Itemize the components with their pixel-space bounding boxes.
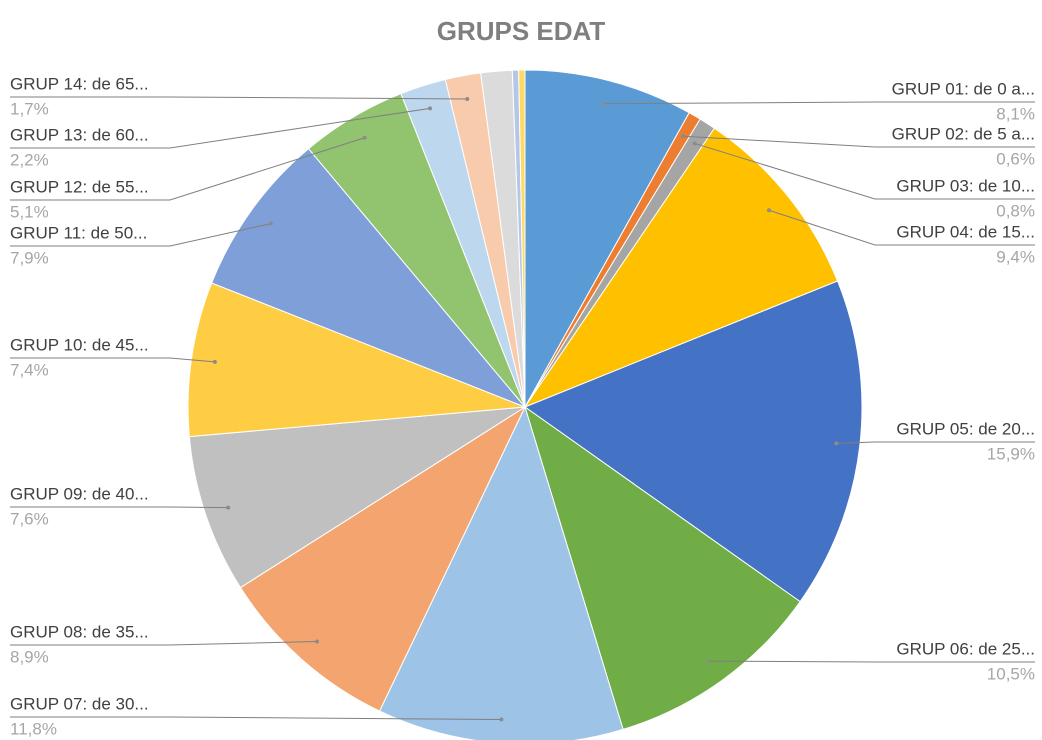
leader-line xyxy=(10,96,468,100)
slice-value: 0,8% xyxy=(996,201,1035,220)
leader-dot xyxy=(315,639,320,644)
slice-label: GRUP 12: de 55... xyxy=(10,177,149,196)
leader-line xyxy=(836,441,1035,444)
slice-value: 7,9% xyxy=(10,248,49,267)
slice-label: GRUP 05: de 20... xyxy=(896,419,1035,438)
pie-slice xyxy=(523,280,863,603)
slice-value: 2,2% xyxy=(10,150,49,169)
leader-line xyxy=(694,142,1035,200)
leader-line xyxy=(10,223,271,247)
slice-value: 8,1% xyxy=(996,104,1035,123)
leader-dot xyxy=(834,441,839,446)
slice-value: 8,9% xyxy=(10,647,49,666)
slice-label: GRUP 03: de 10... xyxy=(896,176,1035,195)
leader-dot xyxy=(499,717,504,722)
pie-slice xyxy=(239,405,527,712)
leader-line xyxy=(10,137,365,201)
pie-slice xyxy=(523,127,839,409)
slice-label: GRUP 07: de 30... xyxy=(10,694,149,713)
slice-value: 1,7% xyxy=(10,99,49,118)
slice-value: 11,8% xyxy=(10,719,57,738)
slice-value: 9,4% xyxy=(996,247,1035,266)
pie-slice xyxy=(378,405,624,740)
leader-line xyxy=(682,135,1035,148)
slice-value: 10,5% xyxy=(987,664,1035,683)
slice-label: GRUP 09: de 40... xyxy=(10,484,149,503)
slice-label: GRUP 02: de 5 a... xyxy=(892,124,1035,143)
slice-value: 5,1% xyxy=(10,202,49,221)
slice-label: GRUP 06: de 25... xyxy=(896,639,1035,658)
leader-dot xyxy=(680,134,685,139)
leader-dot xyxy=(268,221,273,226)
leader-dot xyxy=(465,96,470,101)
leader-line xyxy=(10,716,502,721)
leader-dot xyxy=(428,106,433,111)
pie-slice xyxy=(524,405,801,731)
chart-title: GRUPS EDAT xyxy=(437,16,606,46)
slice-label: GRUP 04: de 15... xyxy=(896,222,1035,241)
leader-dot xyxy=(212,359,217,364)
leader-line xyxy=(603,101,1035,105)
leader-dot xyxy=(766,208,771,213)
pie-slice xyxy=(524,69,690,409)
pie-slice xyxy=(187,282,526,438)
leader-dot xyxy=(226,505,231,510)
slice-label: GRUP 11: de 50... xyxy=(10,223,147,242)
leader-line xyxy=(10,107,431,149)
pie-slice xyxy=(211,147,526,408)
slice-label: GRUP 01: de 0 a... xyxy=(892,79,1035,98)
leader-line xyxy=(10,506,229,509)
leader-dot xyxy=(601,101,606,106)
slice-label: GRUP 14: de 65... xyxy=(10,74,149,93)
leader-line xyxy=(10,357,215,363)
slice-value: 7,4% xyxy=(10,360,49,379)
leader-line xyxy=(768,209,1035,246)
leader-line xyxy=(708,660,1035,663)
leader-dot xyxy=(706,659,711,664)
slice-value: 7,6% xyxy=(10,509,49,528)
pie-slice xyxy=(188,406,526,589)
slice-value: 0,6% xyxy=(996,149,1035,168)
slice-label: GRUP 08: de 35... xyxy=(10,622,149,641)
slice-label: GRUP 10: de 45... xyxy=(10,335,149,354)
leader-line xyxy=(10,640,318,646)
slice-value: 15,9% xyxy=(987,444,1035,463)
pie-slice xyxy=(518,69,526,408)
leader-dot xyxy=(692,141,697,146)
leader-dot xyxy=(362,135,367,140)
slice-label: GRUP 13: de 60... xyxy=(10,125,149,144)
